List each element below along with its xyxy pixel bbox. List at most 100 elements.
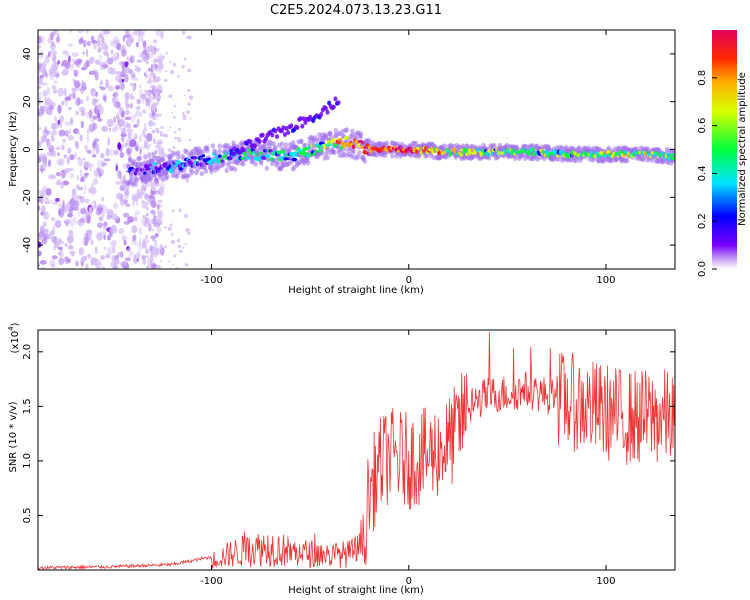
ridge-halo (358, 131, 363, 137)
ridge-halo (325, 155, 330, 161)
noise-blob (47, 141, 51, 148)
sparse-blob (168, 260, 171, 263)
ridge-halo (351, 149, 356, 155)
noise-blob (122, 162, 128, 170)
sparse-blob (182, 114, 187, 118)
noise-blob (148, 95, 154, 103)
noise-blob (100, 64, 103, 71)
sparse-blob (169, 61, 172, 64)
noise-blob (138, 88, 143, 97)
noise-blob (116, 170, 122, 179)
sparse-blob (153, 39, 158, 44)
noise-blob (99, 32, 102, 38)
noise-blob (67, 245, 75, 250)
sparse-blob (177, 75, 180, 78)
noise-blob (131, 73, 136, 79)
sparse-blob (160, 55, 165, 60)
ridge-halo (306, 160, 311, 166)
noise-blob (85, 30, 89, 34)
noise-blob (60, 62, 65, 67)
noise-blob (151, 102, 157, 111)
noise-blob (74, 260, 79, 266)
noise-blob (150, 235, 157, 240)
noise-blob (136, 98, 141, 105)
noise-blob (125, 38, 132, 48)
noise-blob (41, 62, 47, 70)
sparse-blob (169, 223, 173, 227)
snr-xtick-label: 100 (596, 576, 615, 587)
noise-blob (117, 142, 122, 151)
noise-blob (133, 217, 138, 222)
sparse-blob (177, 138, 182, 143)
sparse-blob (142, 214, 147, 220)
sparse-blob (178, 208, 182, 212)
noise-blob (110, 261, 117, 268)
noise-blob (103, 158, 111, 162)
sparse-blob (152, 116, 157, 120)
upper-branch-blob (273, 128, 278, 134)
noise-blob (117, 251, 123, 258)
spectrogram-ytick-label: 40 (22, 48, 33, 61)
snr-panel: -100 0 100 0.5 1.0 1.5 2.0 Height of straight … (7, 322, 676, 596)
noise-blob (57, 104, 62, 114)
noise-blob (108, 149, 115, 156)
noise-blob (107, 211, 111, 216)
sparse-blob (167, 148, 172, 153)
noise-blob (45, 196, 49, 201)
noise-blob (131, 240, 139, 246)
noise-blob (57, 60, 61, 65)
upper-branch-blob (303, 120, 308, 125)
noise-blob (115, 75, 120, 82)
noise-blob (122, 142, 128, 148)
noise-blob (103, 225, 107, 231)
noise-blob (77, 128, 80, 136)
noise-blob (57, 119, 61, 125)
noise-blob (85, 95, 89, 102)
noise-blob (77, 195, 82, 200)
sparse-blob (143, 47, 146, 50)
sparse-blob (145, 207, 149, 210)
upper-branch-blob (289, 123, 294, 129)
noise-blob (68, 66, 74, 70)
upper-branch-blob (248, 139, 253, 145)
ridge-halo (172, 168, 177, 174)
noise-blob (44, 56, 50, 64)
noise-blob (103, 246, 107, 250)
sparse-blob (159, 88, 162, 91)
noise-blob (64, 121, 71, 126)
noise-blob (126, 109, 129, 116)
noise-blob (148, 213, 154, 220)
noise-blob (122, 35, 125, 42)
noise-blob (93, 138, 100, 143)
sparse-blob (187, 88, 191, 93)
noise-blob (71, 252, 75, 257)
noise-blob (41, 205, 46, 213)
noise-blob (83, 206, 87, 211)
noise-blob (105, 253, 111, 259)
noise-blob (150, 200, 157, 208)
sparse-blob (167, 226, 172, 231)
noise-blob (134, 64, 138, 71)
spectrogram-xlabel: Height of straight line (km) (288, 285, 424, 296)
svg-text:(x104): (x104) (7, 322, 21, 353)
sparse-blob (157, 95, 162, 99)
noise-blob (122, 49, 125, 58)
noise-blob (137, 249, 141, 258)
noise-blob (156, 141, 162, 146)
noise-blob (141, 218, 148, 226)
noise-blob (93, 115, 98, 120)
noise-blob (121, 183, 127, 188)
noise-blob (105, 79, 110, 89)
sparse-blob (144, 235, 148, 239)
sparse-blob (183, 213, 188, 219)
noise-blob (115, 181, 122, 185)
noise-blob (90, 88, 97, 93)
noise-blob (113, 149, 119, 156)
noise-blob (67, 147, 72, 154)
ridge-halo (203, 168, 209, 174)
noise-blob (159, 147, 165, 157)
noise-blob (59, 249, 64, 259)
ridge-halo (253, 161, 258, 167)
noise-blob (109, 209, 114, 217)
noise-blob (70, 234, 74, 244)
